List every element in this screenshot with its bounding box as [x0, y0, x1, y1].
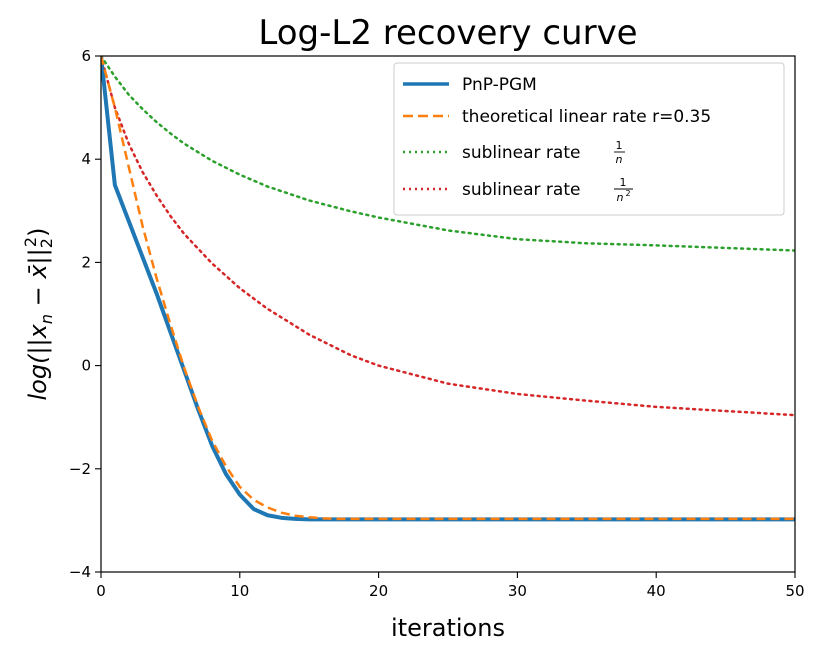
fraction-denominator-exponent: 2 [625, 189, 630, 198]
y-tick-label: −2 [69, 460, 91, 478]
y-tick-label: −4 [69, 563, 91, 581]
y-tick-label: 4 [81, 150, 91, 168]
ylabel-minus: − [24, 279, 52, 314]
fraction-denominator: n [616, 153, 623, 166]
x-tick-label: 30 [508, 582, 527, 600]
plot-area [101, 56, 795, 522]
axes-frame [100, 55, 796, 573]
x-axis-title: iterations [391, 614, 505, 642]
fraction-numerator: 1 [616, 139, 623, 152]
x-tick-label: 10 [230, 582, 249, 600]
legend-fraction-1-over-n2: 1 n 2 [614, 176, 633, 204]
ylabel-prefix: log(||x [24, 323, 52, 400]
x-tick-label: 50 [785, 582, 804, 600]
ylabel-close: || [24, 248, 52, 264]
legend-label-linear-rate: theoretical linear rate r=0.35 [462, 107, 711, 127]
series-theoretical-linear-rate [101, 56, 795, 521]
legend-label-sublinear-n: sublinear rate [462, 143, 580, 163]
series-layer [101, 56, 795, 522]
ylabel-end: ) [24, 228, 52, 237]
ylabel-sub-n: n [37, 314, 56, 324]
y-tick-label: 2 [81, 253, 91, 271]
fraction-numerator: 1 [620, 176, 627, 189]
legend-box [393, 62, 785, 216]
ylabel-xbar: x̄ [24, 264, 52, 280]
ylabel-sub-2: 2 [37, 238, 56, 248]
legend-fraction-1-over-n: 1 n [614, 139, 625, 166]
ylabel-sup-2: 2 [21, 237, 40, 247]
series-sublinear-1-over-n2 [101, 56, 795, 417]
series-sublinear-1-over-n [101, 56, 795, 252]
y-axis-ticks: −4 −2 0 2 4 6 [69, 47, 101, 581]
x-tick-label: 40 [647, 582, 666, 600]
x-tick-label: 20 [369, 582, 388, 600]
y-tick-label: 0 [81, 357, 91, 375]
chart-title: Log-L2 recovery curve [258, 13, 637, 53]
legend-label-sublinear-n2: sublinear rate [462, 180, 580, 200]
x-tick-label: 0 [96, 582, 106, 600]
x-axis-ticks: 0 10 20 30 40 50 [96, 572, 805, 600]
y-axis-title: log(||xn − x̄||22) [21, 228, 56, 401]
fraction-denominator: n [617, 191, 624, 204]
y-tick-label: 6 [81, 47, 91, 65]
legend-label-pnp-pgm: PnP-PGM [462, 75, 537, 95]
svg-text:log(||xn − x̄||22): log(||xn − x̄||22) [21, 228, 56, 401]
legend: PnP-PGM theoretical linear rate r=0.35 s… [393, 62, 785, 216]
